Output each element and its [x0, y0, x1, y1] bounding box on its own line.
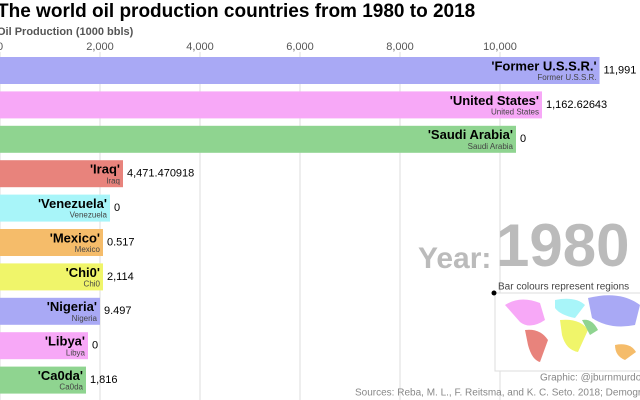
bar: [0, 229, 103, 256]
bar-sublabel: Saudi Arabia: [468, 142, 514, 151]
value-label: 11,991: [604, 64, 637, 76]
x-tick-label: 8,000: [386, 41, 414, 53]
chart-title: The world oil production countries from …: [0, 1, 475, 22]
bar: [0, 57, 600, 84]
region-map: [491, 290, 640, 372]
bar: [0, 263, 103, 291]
x-tick-label: 0: [0, 41, 3, 53]
x-tick-label: 2,000: [86, 41, 114, 53]
bar-sublabel: Libya: [66, 348, 86, 357]
legend-title: Bar colours represent regions: [498, 282, 629, 293]
bar-sublabel: Former U.S.S.R.: [537, 73, 596, 82]
bar-label: 'United States': [450, 93, 539, 108]
bar-label: 'Venezuela': [38, 196, 107, 211]
bar: [0, 125, 516, 153]
value-label: 4,471.470918: [127, 168, 194, 180]
bar-sublabel: Chi0: [84, 280, 101, 289]
value-label: 0: [92, 340, 98, 352]
x-tick-label: 4,000: [186, 41, 214, 53]
bar: [0, 91, 542, 119]
x-tick-label: 6,000: [286, 41, 314, 53]
value-label: 0.517: [107, 236, 135, 248]
bar: [0, 160, 123, 188]
bar-label: 'Libya': [45, 334, 85, 349]
value-label: 1,162.62643: [546, 99, 607, 111]
bar-sublabel: Mexico: [75, 245, 101, 254]
value-label: 0: [520, 133, 526, 145]
bar: [0, 332, 88, 360]
value-label: 1,816: [90, 374, 118, 386]
bar-label: 'Mexico': [50, 230, 100, 245]
value-label: 9.497: [104, 305, 132, 317]
bar-label: 'Ca0da': [38, 368, 83, 383]
bar-label: 'Former U.S.S.R.': [491, 58, 596, 73]
bar-label: 'Saudi Arabia': [428, 127, 513, 142]
bar: [0, 366, 86, 394]
bar: [0, 194, 110, 222]
x-tick-label: 10,000: [483, 41, 517, 53]
bar-sublabel: United States: [491, 108, 539, 117]
source: Sources: Reba, M. L., F. Reitsma, and K.…: [355, 388, 640, 399]
bar-label: 'Nigeria': [47, 299, 97, 314]
bar-sublabel: Iraq: [106, 176, 120, 185]
bar-sublabel: Ca0da: [59, 383, 83, 392]
bar-label: 'Chi0': [66, 265, 100, 280]
credit: Graphic: @jburnmurdoc: [540, 373, 640, 384]
bar-label: 'Iraq': [90, 162, 120, 177]
year: 1980: [496, 212, 629, 279]
axis-label: Oil Production (1000 bbls): [0, 26, 134, 38]
bar-sublabel: Nigeria: [72, 314, 98, 323]
value-label: 2,114: [107, 271, 134, 283]
bar-sublabel: Venezuela: [70, 211, 108, 220]
year-label: Year:: [418, 242, 491, 275]
value-label: 0: [114, 202, 120, 214]
bar: [0, 297, 100, 325]
